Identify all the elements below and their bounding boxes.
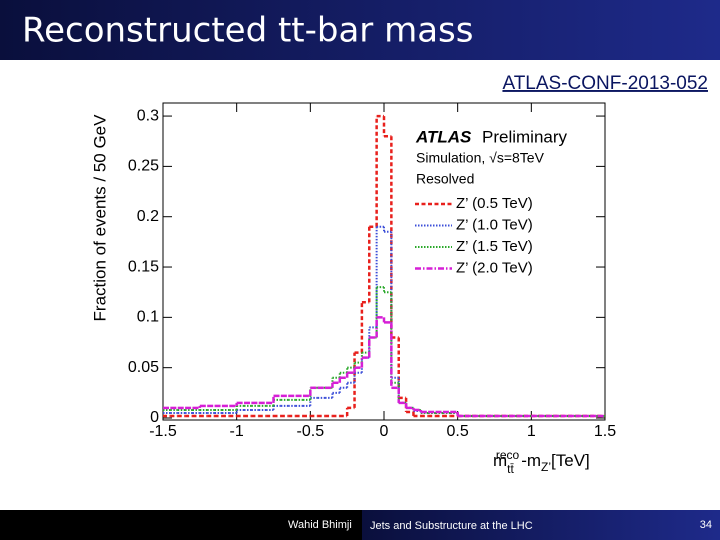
y-tick-label: 0.05 [128, 359, 159, 376]
legend-label: Z’ (2.0 TeV) [456, 259, 533, 276]
y-tick-label: 0.3 [137, 107, 159, 124]
slide-title: Reconstructed tt-bar mass [22, 11, 473, 51]
plot: 0 0.05 0.1 0.15 0.2 0.25 0.3 -1.5 -1 -0.5 0 0.5 1 1.5… [90, 102, 616, 476]
x-tick-label: -1 [230, 423, 244, 440]
x-axis-label-part: Z’ [541, 460, 551, 474]
footer-left [0, 510, 362, 540]
y-tick-label: 0 [150, 409, 159, 426]
preliminary-label: Preliminary [482, 127, 568, 146]
x-tick-label: -0.5 [297, 423, 325, 440]
y-tick-label: 0.1 [137, 309, 159, 326]
x-tick-label: -1.5 [149, 423, 177, 440]
x-axis-label-part: [TeV] [551, 451, 590, 470]
y-axis-label: Fraction of events / 50 GeV [90, 114, 109, 322]
x-tick-label: 0.5 [447, 423, 469, 440]
x-tick-label: 0 [380, 423, 389, 440]
footer-page: 34 [700, 519, 712, 531]
y-tick-label: 0.25 [128, 158, 159, 175]
x-tick-label: 1 [527, 423, 536, 440]
x-axis-label-part: tt̄ [507, 462, 514, 476]
y-tick-label: 0.15 [128, 258, 159, 275]
x-tick-label: 1.5 [594, 423, 616, 440]
footer-event: Jets and Substructure at the LHC [370, 520, 533, 532]
legend-label: Z’ (0.5 TeV) [456, 195, 533, 212]
x-axis-label-part: reco [496, 448, 520, 462]
simulation-label: Simulation, √s=8TeV [416, 150, 545, 166]
resolved-label: Resolved [416, 171, 474, 187]
reference-link[interactable]: ATLAS-CONF-2013-052 [502, 73, 708, 94]
y-tick-label: 0.2 [137, 208, 159, 225]
x-axis-label-part: m [493, 451, 507, 470]
footer-author: Wahid Bhimji [288, 519, 352, 531]
legend-label: Z’ (1.0 TeV) [456, 216, 533, 233]
title-bar [0, 0, 720, 60]
legend-label: Z’ (1.5 TeV) [456, 238, 533, 255]
x-axis-label-part: -m [521, 451, 541, 470]
atlas-label: ATLAS [415, 127, 472, 146]
x-axis-label: mtt̄reco -mZ’[TeV] [493, 448, 590, 476]
footer-right [362, 510, 720, 540]
